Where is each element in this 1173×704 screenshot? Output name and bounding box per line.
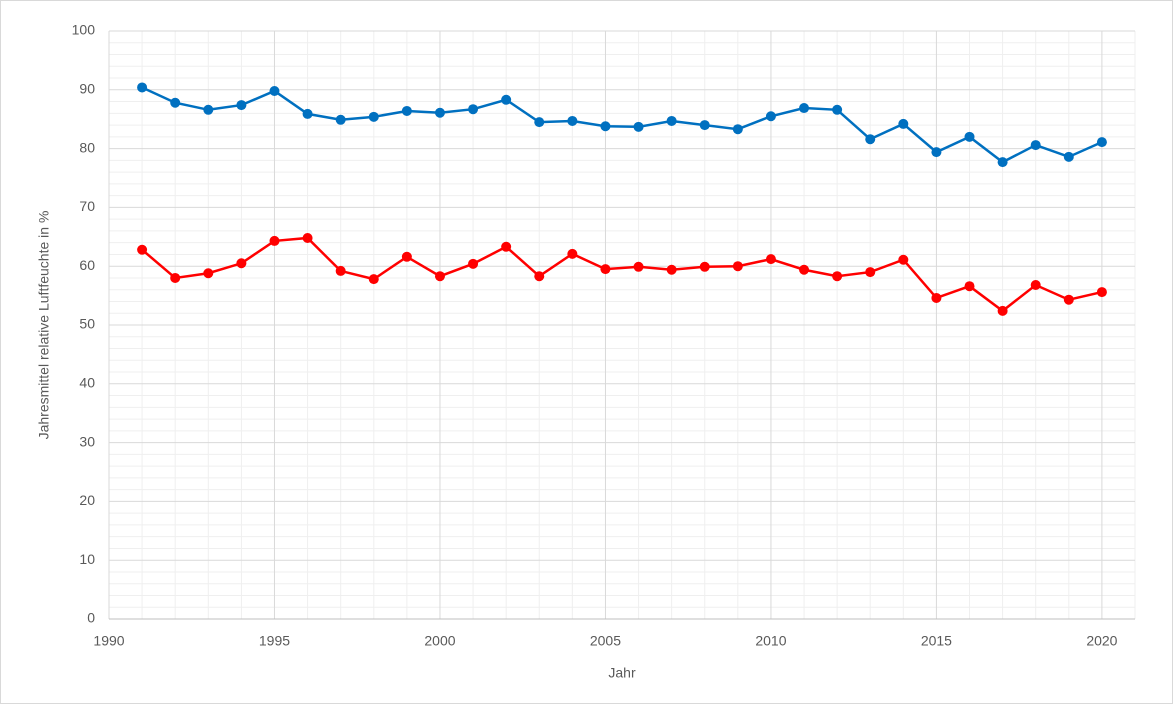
data-point <box>534 117 545 128</box>
data-point <box>401 251 412 262</box>
data-point <box>964 281 975 292</box>
data-point <box>434 271 445 282</box>
data-point <box>368 274 379 285</box>
y-tick-label: 90 <box>79 81 95 97</box>
data-point <box>468 258 479 269</box>
data-point <box>335 265 346 276</box>
y-tick-label: 80 <box>79 139 95 155</box>
data-point <box>203 104 214 115</box>
data-point <box>236 258 247 269</box>
data-point <box>799 103 810 114</box>
data-point <box>699 120 710 131</box>
y-tick-label: 20 <box>79 492 95 508</box>
data-point <box>137 82 148 93</box>
data-point <box>1063 151 1074 162</box>
data-point <box>137 244 148 255</box>
data-point <box>732 261 743 272</box>
data-point <box>1096 287 1107 298</box>
data-point <box>269 85 280 96</box>
data-point <box>765 254 776 265</box>
data-point <box>1030 140 1041 151</box>
data-point <box>699 261 710 272</box>
data-point <box>600 121 611 132</box>
data-point <box>666 264 677 275</box>
data-point <box>1063 294 1074 305</box>
x-tick-label: 2015 <box>921 633 952 649</box>
data-point <box>335 114 346 125</box>
y-tick-label: 0 <box>87 610 95 626</box>
series-line <box>141 86 1103 164</box>
data-point <box>832 271 843 282</box>
data-point <box>269 235 280 246</box>
x-tick-label: 2000 <box>424 633 455 649</box>
data-point <box>931 292 942 303</box>
x-tick-label: 2020 <box>1086 633 1117 649</box>
data-point <box>633 261 644 272</box>
data-point <box>865 134 876 145</box>
y-tick-label: 40 <box>79 375 95 391</box>
data-point <box>501 241 512 252</box>
data-point <box>600 264 611 275</box>
data-point <box>865 267 876 278</box>
data-point <box>203 268 214 279</box>
data-point <box>434 107 445 118</box>
data-point <box>170 272 181 283</box>
y-tick-label: 60 <box>79 257 95 273</box>
x-tick-label: 2010 <box>755 633 786 649</box>
series-line <box>141 236 1103 313</box>
data-point <box>832 104 843 115</box>
data-point <box>368 111 379 122</box>
data-point <box>931 147 942 158</box>
data-point <box>567 248 578 259</box>
data-point <box>964 131 975 142</box>
data-point <box>567 115 578 126</box>
y-tick-label: 100 <box>72 22 96 38</box>
data-point <box>236 100 247 111</box>
data-point <box>1030 280 1041 291</box>
data-point <box>501 94 512 105</box>
y-tick-label: 30 <box>79 433 95 449</box>
data-point <box>898 118 909 129</box>
data-point <box>732 124 743 135</box>
data-point <box>666 115 677 126</box>
data-point <box>302 232 313 243</box>
y-tick-label: 70 <box>79 198 95 214</box>
data-point <box>302 108 313 119</box>
data-point <box>997 157 1008 168</box>
x-tick-label: 2005 <box>590 633 621 649</box>
x-axis-label: Jahr <box>608 665 636 681</box>
data-point <box>799 264 810 275</box>
y-tick-label: 10 <box>79 551 95 567</box>
x-tick-label: 1990 <box>93 633 124 649</box>
x-tick-label: 1995 <box>259 633 290 649</box>
y-axis-label: Jahresmittel relative Luftfeuchte in % <box>36 211 52 440</box>
data-point <box>1096 137 1107 148</box>
data-point <box>765 111 776 122</box>
data-point <box>401 105 412 116</box>
y-tick-label: 50 <box>79 316 95 332</box>
data-point <box>898 254 909 265</box>
data-point <box>170 97 181 108</box>
data-point <box>997 305 1008 316</box>
data-point <box>468 104 479 115</box>
data-point <box>534 271 545 282</box>
data-point <box>633 121 644 132</box>
